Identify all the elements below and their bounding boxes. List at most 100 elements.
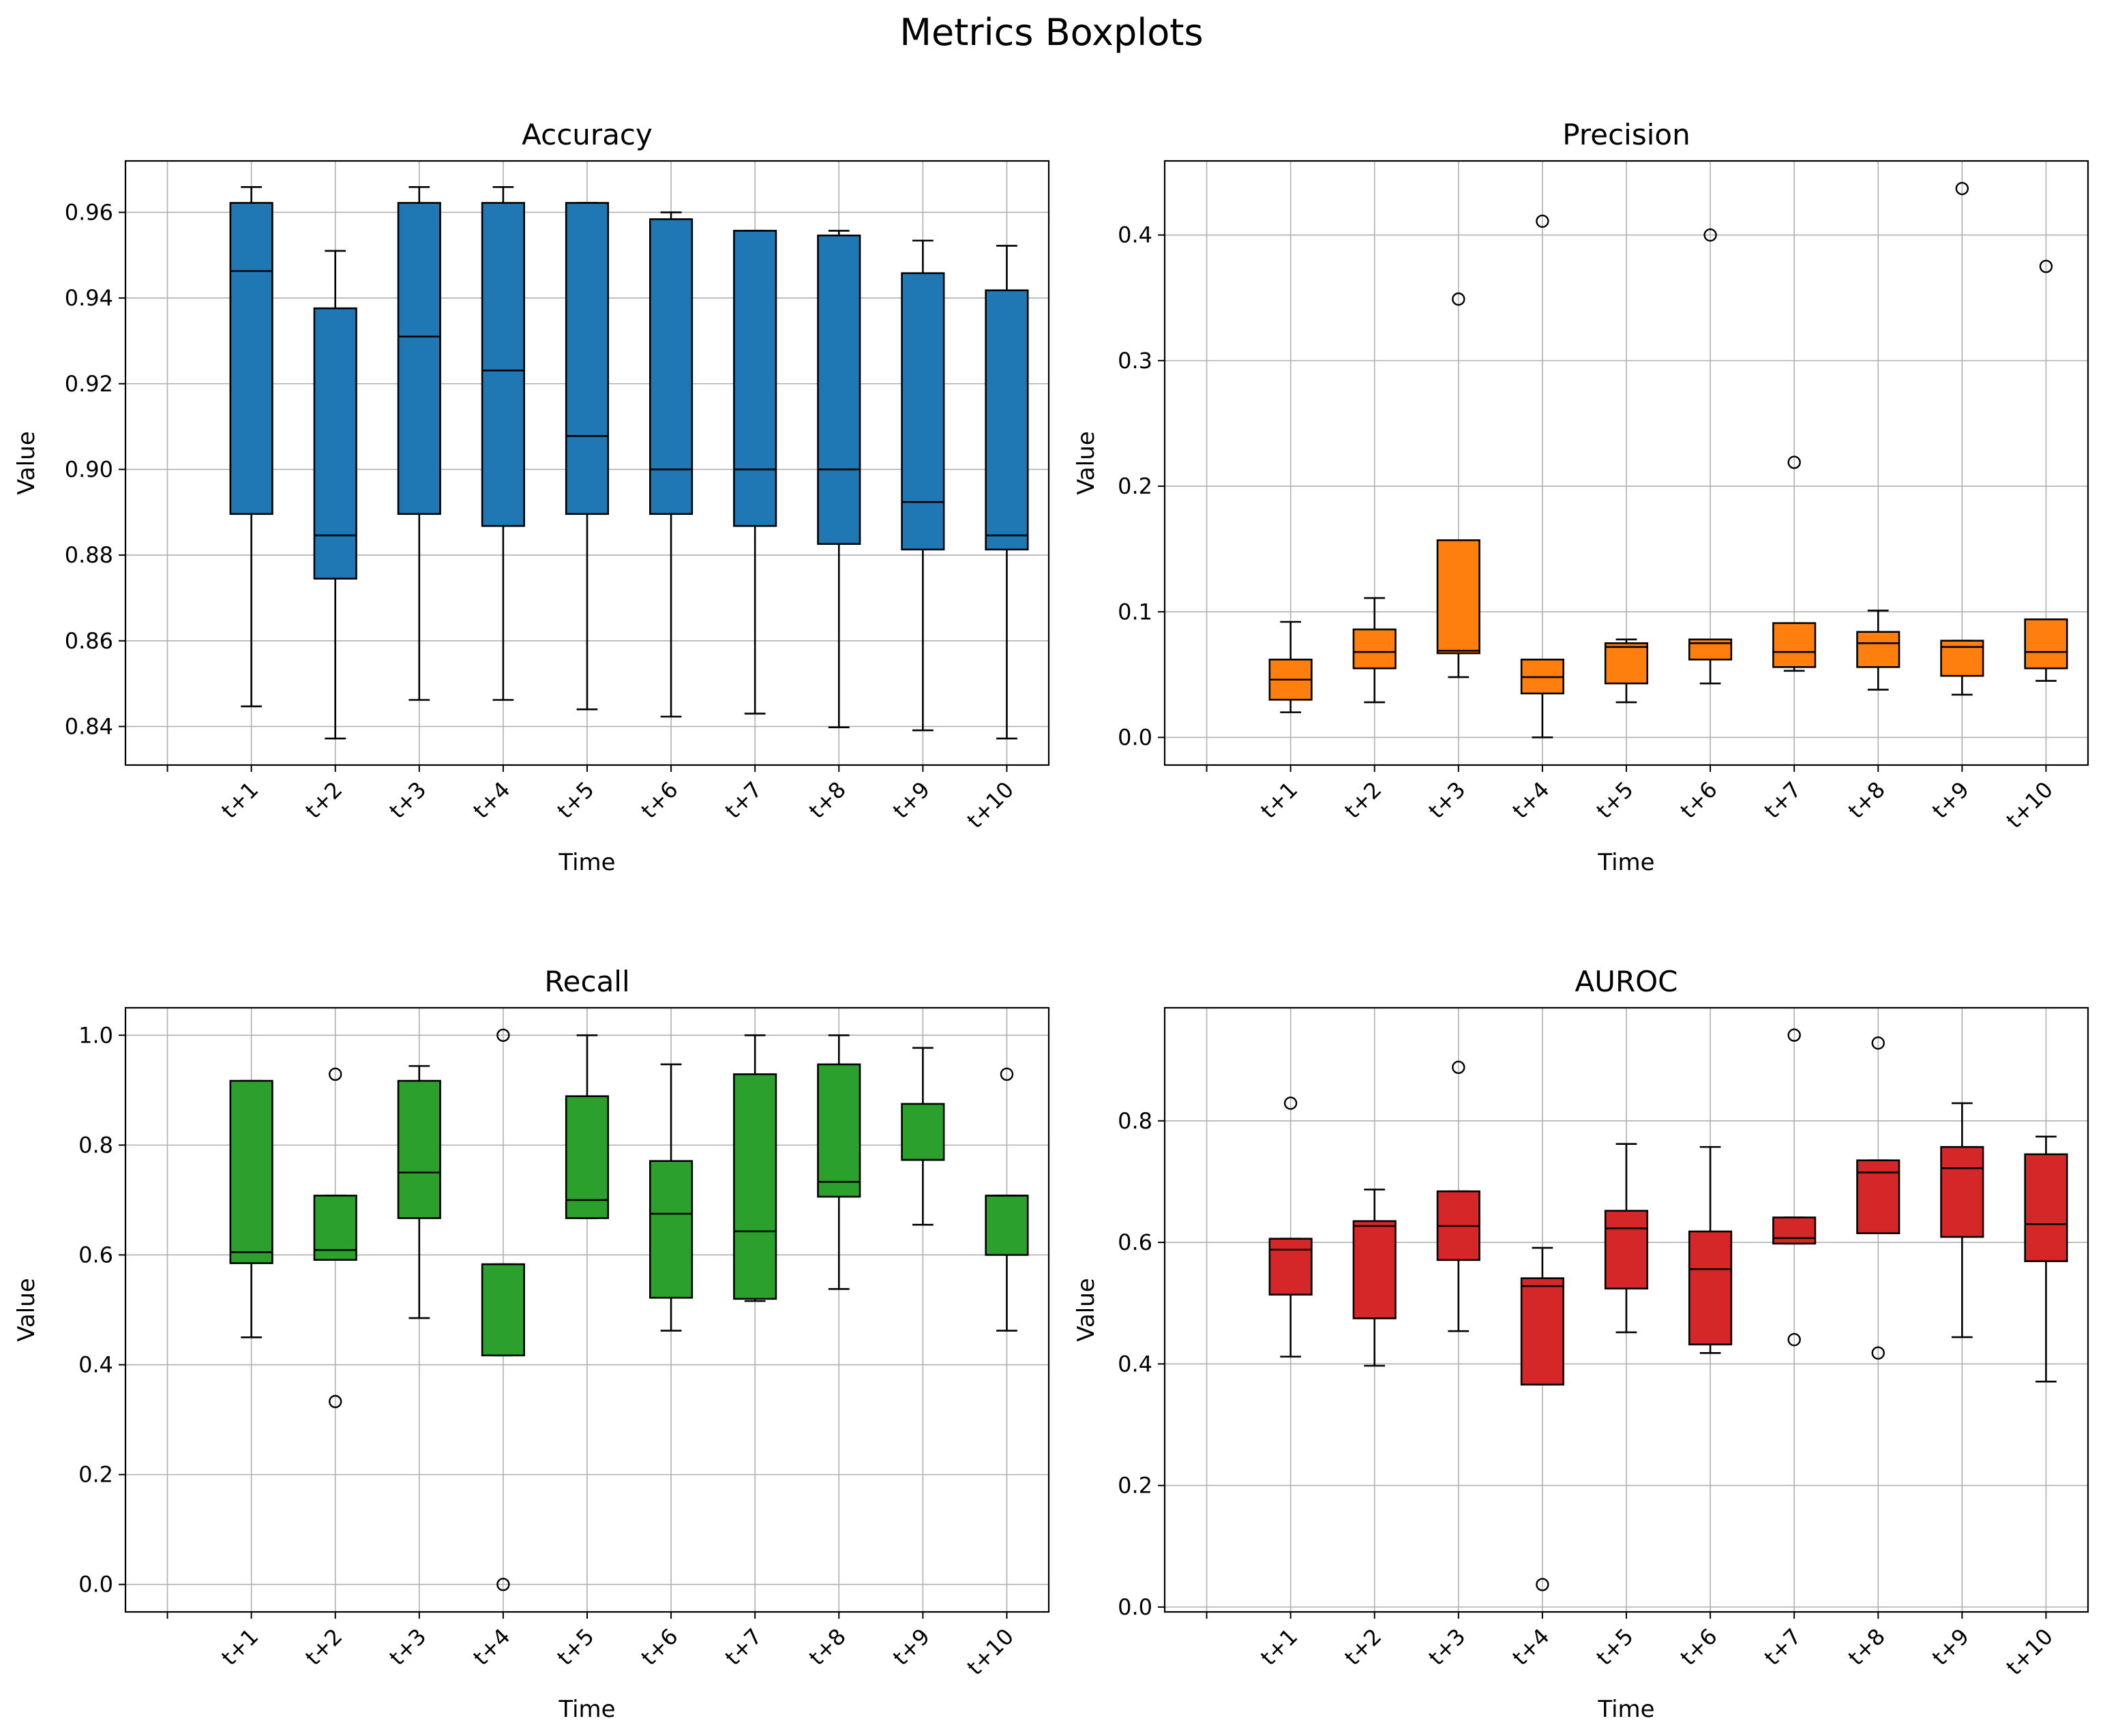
chart-4-ytick-label-4: 0.8 xyxy=(1118,1108,1152,1134)
box-body xyxy=(649,1160,693,1299)
chart-4-box-t+7 xyxy=(1772,1028,1817,1347)
chart-4-ytick-label-1: 0.2 xyxy=(1118,1473,1152,1499)
chart-2-ytick-label-1: 0.1 xyxy=(1118,599,1152,625)
chart-4-title: AUROC xyxy=(1575,965,1677,998)
outlier-0 xyxy=(1283,1096,1298,1110)
box-body xyxy=(985,1195,1029,1256)
chart-3-xlabel: Time xyxy=(558,1696,615,1723)
box-body xyxy=(817,235,861,545)
chart-4-box-t+6 xyxy=(1688,1146,1733,1354)
chart-3-ylabel: Value xyxy=(13,1278,40,1341)
chart-1-ytick-label-2: 0.88 xyxy=(65,542,113,568)
chart-2-box-t+9 xyxy=(1940,181,1984,696)
figure-title: Metrics Boxplots xyxy=(899,11,1203,54)
outlier-0 xyxy=(1536,214,1549,228)
chart-3-box-t+1 xyxy=(229,1079,273,1338)
chart-3-ytick-label-2: 0.4 xyxy=(78,1352,113,1378)
chart-3-box-t+3 xyxy=(397,1065,441,1319)
outlier-1 xyxy=(329,1067,342,1081)
box-body xyxy=(1856,631,1900,668)
chart-2-box-t+7 xyxy=(1772,455,1817,672)
outlier-1 xyxy=(1787,1028,1801,1042)
box-body xyxy=(901,1103,945,1161)
box-body xyxy=(1604,1210,1649,1290)
chart-2-box-t+10 xyxy=(2024,260,2068,682)
chart-1-xlabel: Time xyxy=(558,849,615,876)
chart-2-ytick-label-4: 0.4 xyxy=(1118,222,1152,248)
chart-1-ytick-label-3: 0.90 xyxy=(65,456,113,482)
chart-3-box-t+2 xyxy=(313,1067,357,1409)
chart-1-ytick-label-6: 0.96 xyxy=(65,199,113,225)
box-body xyxy=(2024,1153,2068,1262)
chart-3-box-t+9 xyxy=(901,1047,945,1226)
outlier-1 xyxy=(1871,1036,1885,1050)
chart-2-panel: 0.00.10.20.30.4t+1 t+2 t+3 t+4 t+5 t+6 t+7 t+8 t… xyxy=(1073,118,2089,876)
box-body xyxy=(313,307,357,580)
outlier-0 xyxy=(496,1578,510,1591)
chart-2-box-t+3 xyxy=(1436,292,1480,678)
outlier-0 xyxy=(1000,1067,1014,1081)
chart-4-box-t+10 xyxy=(2024,1135,2068,1383)
outlier-0 xyxy=(1787,455,1801,469)
chart-1-panel: 0.840.860.880.900.920.940.96t+1 t+2 t+3 t+4… xyxy=(13,118,1050,876)
chart-3-ytick-label-3: 0.6 xyxy=(78,1242,113,1268)
box-body xyxy=(1772,622,1817,668)
outlier-0 xyxy=(1787,1332,1801,1347)
chart-3-box-t+8 xyxy=(817,1034,861,1290)
box-body xyxy=(1268,1238,1313,1296)
chart-4-ylabel: Value xyxy=(1073,1278,1100,1341)
chart-4-ytick-label-0: 0.0 xyxy=(1118,1594,1152,1620)
chart-3-ytick-label-1: 0.2 xyxy=(78,1462,113,1488)
chart-2-xlabel: Time xyxy=(1597,849,1654,876)
box-body xyxy=(733,230,777,527)
chart-3-ytick-label-5: 1.0 xyxy=(78,1022,113,1048)
chart-1-box-t+2 xyxy=(313,250,357,740)
chart-4-ytick-label-2: 0.4 xyxy=(1118,1351,1152,1377)
chart-3-ytick-label-4: 0.8 xyxy=(78,1132,113,1158)
box-body xyxy=(649,218,693,515)
box-body xyxy=(1772,1216,1817,1245)
box-body xyxy=(481,1263,525,1357)
box-body xyxy=(565,1095,610,1219)
box-body xyxy=(397,202,441,515)
box-body xyxy=(1436,539,1480,655)
box-body xyxy=(565,202,610,515)
chart-4-xlabel: Time xyxy=(1597,1696,1654,1723)
outlier-0 xyxy=(1955,181,1969,196)
chart-4-box-t+2 xyxy=(1352,1188,1397,1367)
chart-4-box-t+5 xyxy=(1604,1143,1649,1334)
chart-1-box-t+10 xyxy=(985,245,1029,740)
chart-4-box-t+3 xyxy=(1436,1060,1480,1332)
chart-2-title: Precision xyxy=(1562,118,1690,151)
outlier-0 xyxy=(1703,228,1717,242)
chart-1-box-t+4 xyxy=(481,186,525,701)
chart-2-box-t+4 xyxy=(1520,214,1564,738)
outlier-0 xyxy=(2039,260,2053,273)
box-body xyxy=(817,1063,861,1198)
chart-2-box-t+1 xyxy=(1268,620,1313,713)
box-body xyxy=(733,1073,777,1300)
chart-1-ytick-label-4: 0.92 xyxy=(65,371,113,397)
chart-4-ytick-label-3: 0.6 xyxy=(1118,1229,1152,1255)
chart-3-box-t+4 xyxy=(481,1028,525,1591)
chart-3-box-t+5 xyxy=(565,1034,610,1219)
box-body xyxy=(1940,1146,1984,1238)
chart-2-ytick-label-0: 0.0 xyxy=(1118,724,1152,750)
chart-1-box-t+8 xyxy=(817,230,861,729)
chart-4-box-t+9 xyxy=(1940,1102,1984,1338)
chart-3-ytick-label-0: 0.0 xyxy=(78,1572,113,1598)
chart-2-ylabel: Value xyxy=(1073,431,1100,494)
chart-2-box-t+2 xyxy=(1352,597,1397,704)
chart-3-title: Recall xyxy=(544,965,629,998)
chart-1-box-t+6 xyxy=(649,211,693,718)
chart-1-box-t+5 xyxy=(565,202,610,710)
outlier-0 xyxy=(1452,292,1465,306)
outlier-0 xyxy=(329,1394,342,1409)
chart-3-panel: 0.00.20.40.60.81.0t+1 t+2 t+3 t+4 t+5 t+6 t+7 t… xyxy=(13,965,1050,1723)
chart-1-box-t+7 xyxy=(733,230,777,715)
chart-3-box-t+7 xyxy=(733,1034,777,1302)
box-body xyxy=(1352,1220,1397,1319)
chart-3-box-t+10 xyxy=(985,1067,1029,1332)
chart-2-box-t+6 xyxy=(1688,228,1733,685)
